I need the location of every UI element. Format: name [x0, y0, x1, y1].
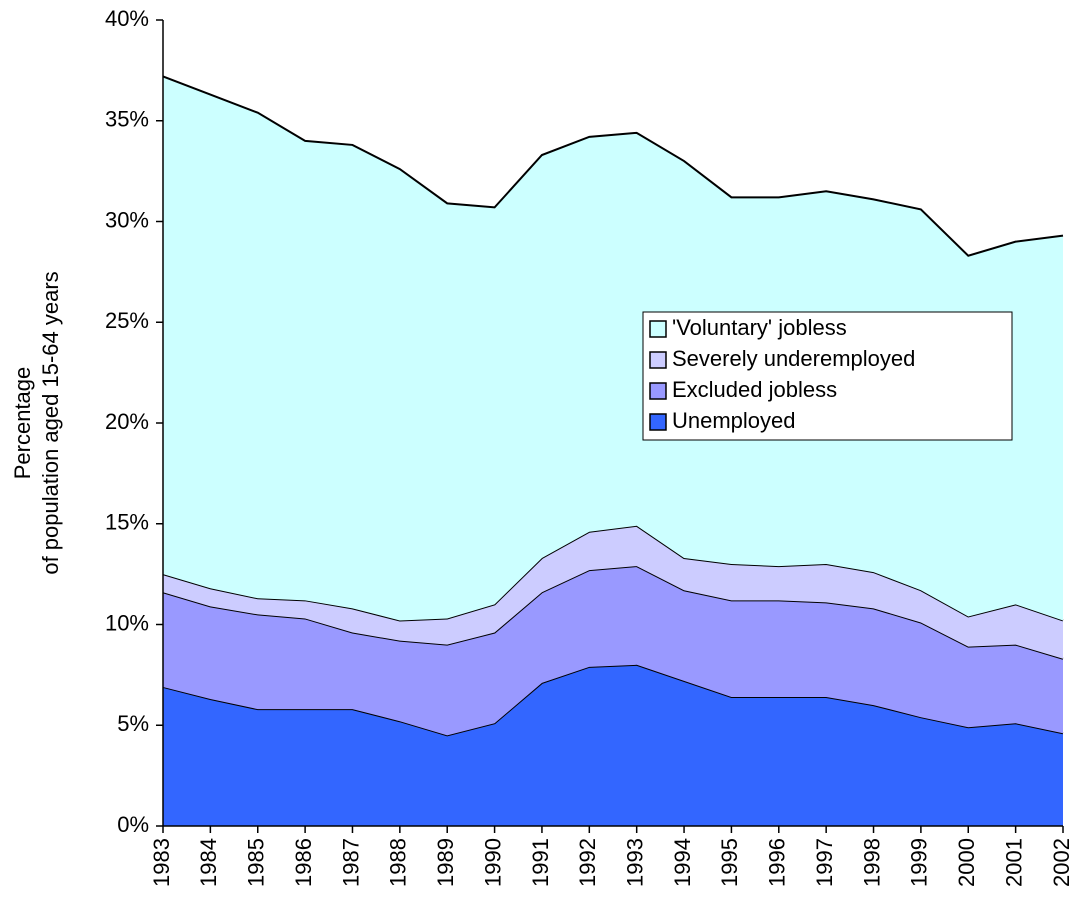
x-tick-label: 1987 [338, 838, 363, 887]
x-tick-label: 1999 [907, 838, 932, 887]
area [163, 566, 1063, 736]
y-axis-label: of population aged 15-64 years [38, 271, 63, 574]
y-tick-label: 40% [105, 6, 149, 31]
area [163, 664, 1063, 826]
y-tick-label: 5% [117, 711, 149, 736]
area [163, 76, 1063, 621]
x-tick-label: 1985 [244, 838, 269, 887]
y-tick-label: 20% [105, 409, 149, 434]
legend-label: Unemployed [672, 408, 796, 433]
legend-box [642, 311, 1013, 441]
x-tick-label: 1992 [575, 838, 600, 887]
legend-label: Excluded jobless [672, 377, 837, 402]
x-tick-label: 1991 [528, 838, 553, 887]
x-tick-label: 1994 [670, 838, 695, 887]
legend-swatch [649, 413, 667, 431]
x-tick-label: 1995 [717, 838, 742, 887]
x-tick-label: 2001 [1001, 838, 1026, 887]
y-tick-label: 10% [105, 610, 149, 635]
legend-label: Severely underemployed [672, 346, 915, 371]
x-tick-label: 1988 [386, 838, 411, 887]
y-tick-label: 35% [105, 107, 149, 132]
y-tick-label: 30% [105, 207, 149, 232]
y-tick-label: 25% [105, 308, 149, 333]
legend-label: 'Voluntary' jobless [672, 315, 847, 340]
legend-swatch [649, 320, 667, 338]
x-tick-label: 1989 [433, 838, 458, 887]
legend-swatch [649, 351, 667, 369]
x-tick-label: 1983 [149, 838, 174, 887]
x-tick-label: 1986 [291, 838, 316, 887]
x-tick-label: 2000 [954, 838, 979, 887]
x-tick-label: 1997 [812, 838, 837, 887]
x-tick-label: 1993 [622, 838, 647, 887]
y-tick-label: 0% [117, 812, 149, 837]
y-axis-label: Percentage [10, 367, 35, 480]
area-outline [162, 75, 1064, 257]
legend-swatch [649, 382, 667, 400]
y-tick-label: 15% [105, 510, 149, 535]
x-tick-label: 1990 [480, 838, 505, 887]
x-tick-label: 1998 [859, 838, 884, 887]
x-tick-label: 1984 [196, 838, 221, 887]
area [163, 525, 1063, 659]
x-tick-label: 2002 [1049, 838, 1074, 887]
x-tick-label: 1996 [765, 838, 790, 887]
